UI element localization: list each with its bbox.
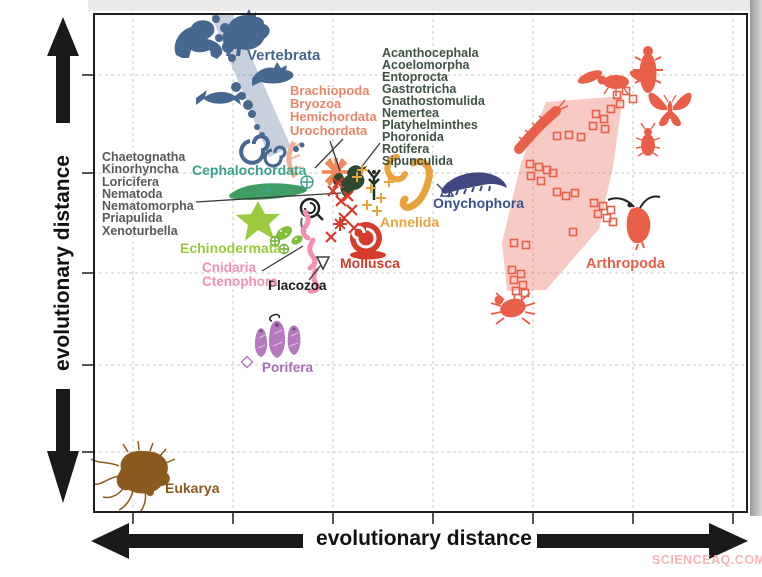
- y-arrow-down-shaft: [56, 389, 70, 457]
- label-ctenophora: Ctenophora: [202, 273, 278, 289]
- y-axis-label: evolutionary distance: [51, 155, 74, 371]
- label-phoronida: Phoronida: [382, 130, 444, 144]
- fish-icon: [196, 90, 241, 105]
- bug-icon: [635, 122, 661, 157]
- butterfly-icon: [648, 92, 692, 127]
- plot-area: [93, 13, 748, 513]
- label-porifera: Porifera: [262, 360, 314, 375]
- y-arrow-up-icon: [47, 17, 79, 56]
- label-gnathostomulida: Gnathostomulida: [382, 94, 485, 108]
- label-hemichordata: Hemichordata: [290, 109, 377, 125]
- x-axis-label: evolutionary distance: [316, 527, 532, 550]
- label-platyhelminthes: Platyhelminthes: [382, 118, 478, 132]
- label-placozoa: Placozoa: [268, 278, 327, 293]
- label-brachiopoda: Brachiopoda: [290, 83, 370, 98]
- vertebrata-icons: [174, 9, 294, 168]
- mollusca-x: [325, 177, 360, 243]
- y-arrow-down-icon: [47, 451, 79, 503]
- label-nematomorpha: Nematomorpha: [102, 199, 194, 214]
- vertebrata-dots: [212, 15, 305, 152]
- label-eukarya: Eukarya: [165, 480, 220, 496]
- right-margin-strip: [750, 0, 762, 516]
- sea-star-icon: [236, 201, 280, 241]
- label-nematoda: Nematoda: [102, 186, 163, 201]
- echinodermata-circled-dot: [269, 235, 290, 255]
- centipede-icon: [514, 99, 569, 154]
- sponge-icon: [254, 313, 301, 358]
- axis-arrows: [47, 17, 748, 559]
- label-nemertea: Nemertea: [382, 106, 439, 120]
- snail-icon: [350, 222, 386, 260]
- label-rotifera: Rotifera: [382, 142, 430, 156]
- label-cnidaria: Cnidaria: [202, 260, 257, 275]
- label-loricifera: Loricifera: [102, 174, 159, 189]
- label-xenoturbella: Xenoturbella: [102, 223, 178, 238]
- label-echinodermata: Echinodermata: [180, 240, 282, 256]
- data-points: [146, 15, 638, 496]
- eukarya-dot: [146, 488, 154, 496]
- lophophorate-label-block: Brachiopoda Bryozoa Hemichordata Urochor…: [290, 84, 377, 137]
- x-arrow-right-icon: [709, 523, 748, 559]
- sea-cucumber-icon: [275, 226, 303, 245]
- label-urochordata: Urochordata: [290, 122, 368, 138]
- label-gastrotricha: Gastrotricha: [382, 82, 457, 96]
- louse-icon: [633, 46, 663, 93]
- gridlines: [82, 13, 748, 524]
- label-chaetognatha: Chaetognatha: [102, 150, 186, 164]
- rooster-icon: [222, 9, 270, 56]
- x-arrow-right-shaft: [537, 534, 713, 548]
- label-acanthocephala: Acanthocephala: [382, 46, 479, 60]
- label-bryozoa: Bryozoa: [290, 96, 342, 112]
- label-kinorhyncha: Kinorhyncha: [102, 162, 179, 177]
- label-annelida: Annelida: [380, 214, 440, 230]
- label-acoelomorpha: Acoelomorpha: [382, 58, 470, 72]
- center-phyla-list: Acanthocephala Acoelomorpha Entoprocta G…: [382, 46, 485, 168]
- cephalochordata-plus: [264, 186, 272, 194]
- arthropoda-squares: [507, 86, 638, 303]
- label-priapulida: Priapulida: [102, 211, 163, 226]
- annelida-plus: [352, 165, 394, 216]
- left-phyla-list: Chaetognatha Kinorhyncha Loricifera Nema…: [102, 150, 194, 238]
- crocodile-icon: [252, 62, 294, 86]
- porifera-diamond: [240, 355, 254, 369]
- top-margin-strip: [88, 0, 762, 11]
- gorilla-icon: [174, 20, 223, 59]
- label-sipunculida: Sipunculida: [382, 154, 453, 168]
- y-arrow-up-shaft: [56, 50, 70, 123]
- watermark: SCIENCEAQ.COM: [652, 553, 762, 567]
- label-entoprocta: Entoprocta: [382, 70, 448, 84]
- jellyfish-icon: [300, 209, 321, 294]
- label-arthropoda: Arthropoda: [586, 256, 665, 272]
- x-arrow-left-shaft: [125, 534, 303, 548]
- label-cephalochordata: Cephalochordata: [192, 162, 307, 178]
- copepod-icon: [607, 195, 661, 251]
- worm-icon: [384, 154, 433, 211]
- cephalochordata-circled-cross: [300, 175, 314, 189]
- tick-icon: [490, 292, 536, 325]
- label-vertebrata: Vertebrata: [247, 47, 321, 64]
- x-arrow-left-icon: [91, 523, 129, 559]
- red-asterisk: [333, 217, 347, 231]
- velvet-worm-icon: [436, 172, 507, 198]
- placozoa-triangle: [315, 256, 331, 271]
- onychophora-triangle: [439, 182, 455, 197]
- cnidaria-label-block: Cnidaria Ctenophora: [202, 261, 278, 288]
- label-onychophora: Onychophora: [433, 195, 525, 211]
- label-mollusca: Mollusca: [340, 255, 400, 271]
- amoeba-icon: [90, 440, 176, 514]
